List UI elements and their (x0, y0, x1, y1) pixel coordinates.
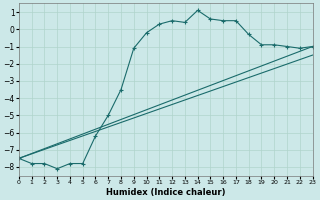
X-axis label: Humidex (Indice chaleur): Humidex (Indice chaleur) (106, 188, 226, 197)
